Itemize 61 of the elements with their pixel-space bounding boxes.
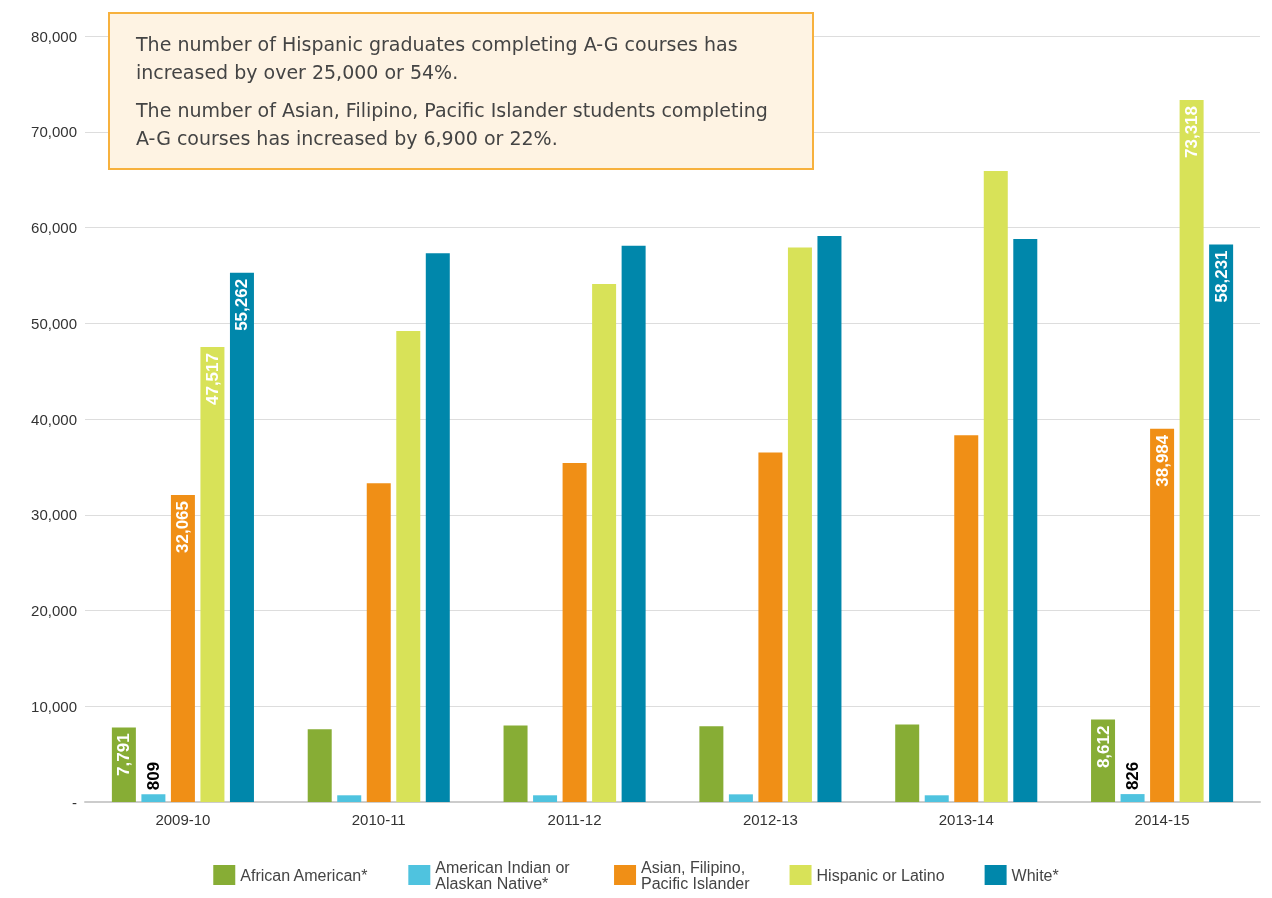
y-tick-label: 60,000 [31,219,77,236]
data-label: 38,984 [1152,434,1172,487]
y-tick-label: 70,000 [31,123,77,141]
bar [503,725,528,802]
bar [396,330,421,802]
legend-label: White* [1011,866,1059,884]
data-label: 55,262 [232,278,252,331]
bar [170,494,195,802]
x-tick-label: 2011-12 [547,811,602,828]
y-tick-label: - [72,793,77,811]
x-tick-label: 2009-10 [155,811,211,828]
data-label: 73,318 [1182,105,1202,158]
data-label: 58,231 [1211,250,1231,303]
bar [758,452,783,802]
y-tick-label: 80,000 [31,27,77,45]
bar [200,347,225,802]
bar [924,795,949,802]
note-box: The number of Hispanic graduates completing A-G courses has increased by over 25,000 or 54%. The number of Asian, Filipino, Pacific Islander students completing A-G courses has increased by 6,900 or 22%. [108,12,814,170]
bar [1120,794,1145,802]
bar [141,794,166,802]
bar [337,795,362,802]
legend-label: African American* [240,866,368,884]
bar [562,463,587,802]
legend-label: Asian, Filipino, Pacific Islander [641,858,751,892]
bar [366,483,391,802]
bar [425,253,450,802]
y-tick-label: 20,000 [31,602,77,619]
bar [817,236,842,802]
bar [1013,238,1038,802]
bar [592,283,617,802]
bar [621,245,646,802]
legend-label: Hispanic or Latino [816,866,945,884]
x-tick-label: 2012-13 [742,811,798,828]
bar [1179,99,1204,802]
x-tick-label: 2010-11 [351,811,406,828]
bar [1150,428,1175,802]
data-label: 7,791 [114,733,134,776]
bar [954,435,979,802]
data-label: 8,612 [1093,725,1113,769]
y-tick-label: 40,000 [31,410,77,428]
annotation: The number of Hispanic graduates completing A-G courses has increased by over 25,000 or 54%. [136,32,739,85]
x-tick-label: 2014-15 [1134,811,1190,828]
y-tick-label: 30,000 [31,506,77,524]
bar [983,171,1008,802]
y-tick-label: 50,000 [31,314,77,332]
bar [229,272,254,802]
annotation: The number of Asian, Filipino, Pacific Islander students completing A-G courses has increased by 6,900 or 22%. [136,98,769,151]
bar [699,726,724,802]
bar [895,724,920,802]
bar [307,729,332,802]
bar [533,795,558,802]
data-label: 32,065 [173,500,193,553]
bar [787,247,812,802]
legend-label: American Indian or Alaskan Native* [435,858,575,892]
data-label: 809 [143,761,163,791]
y-tick-label: 10,000 [31,697,77,715]
data-label: 47,517 [202,353,222,406]
data-label: 826 [1123,761,1143,791]
bar [1209,244,1234,802]
bar [728,794,753,802]
x-tick-label: 2013-14 [938,811,994,828]
